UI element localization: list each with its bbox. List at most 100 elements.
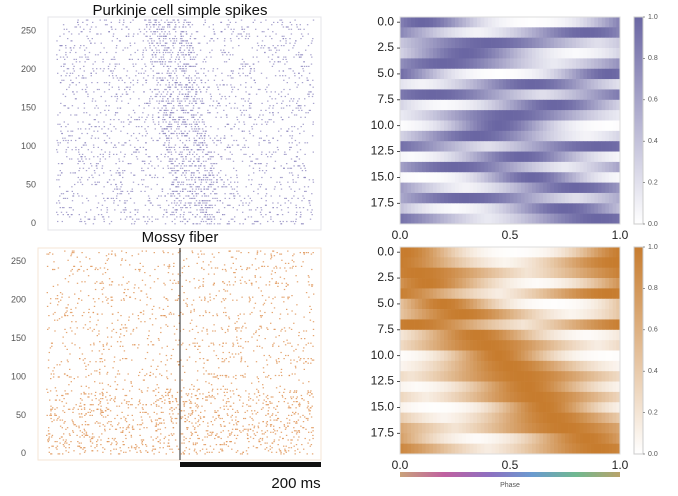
spike-mark [198,345,200,347]
spike-mark [200,146,202,148]
spike-mark [138,388,141,390]
spike-mark [129,58,131,60]
spike-mark [267,220,269,223]
spike-mark [168,31,170,33]
spike-mark [101,204,104,206]
spike-mark [277,21,279,23]
spike-mark [169,121,171,123]
spike-mark [150,419,152,421]
spike-mark [213,181,215,183]
spike-mark [168,47,170,49]
spike-mark [81,56,83,58]
spike-mark [309,204,311,206]
spike-mark [114,114,116,116]
spike-mark [86,86,88,88]
spike-mark [62,193,65,195]
spike-mark [161,26,164,28]
spike-mark [169,401,171,403]
spike-mark [104,200,106,202]
spike-mark [311,453,314,455]
spike-mark [250,160,252,162]
spike-mark [47,328,49,330]
spike-mark [157,365,159,367]
spike-mark [261,439,264,441]
spike-mark [61,419,64,421]
spike-mark [200,220,202,223]
spike-mark [62,93,64,95]
spike-mark [90,75,92,77]
spike-mark [121,431,124,433]
spike-mark [94,370,96,372]
spike-mark [260,109,262,111]
spike-mark [120,190,122,192]
spike-mark [197,126,200,128]
spike-mark [241,296,243,298]
spike-mark [195,121,198,123]
spike-mark [196,72,198,74]
spike-mark [290,442,292,444]
spike-mark [112,70,114,72]
spike-mark [262,384,264,386]
spike-mark [190,88,193,91]
spike-mark [168,151,170,153]
spike-mark [94,394,96,397]
spike-mark [186,298,188,300]
spike-mark [158,77,160,79]
spike-mark [103,220,105,223]
spike-mark [80,31,82,33]
spike-mark [205,399,207,401]
spike-mark [204,142,206,144]
spike-mark [229,146,231,148]
spike-mark [221,374,224,377]
spike-mark [155,437,157,440]
spike-mark [187,63,189,65]
spike-mark [183,160,185,162]
spike-mark [114,28,117,30]
spike-mark [311,285,313,287]
spike-mark [240,63,242,65]
spike-mark [70,79,72,81]
spike-mark [61,394,63,397]
spike-mark [163,112,165,114]
spike-mark [180,165,182,167]
spike-mark [93,410,95,412]
spike-mark [184,188,186,190]
spike-mark [89,414,91,416]
spike-mark [216,84,218,86]
spike-mark [133,202,136,204]
spike-mark [261,433,264,435]
spike-mark [188,123,191,125]
spike-mark [171,214,173,216]
spike-mark [135,407,137,409]
spike-mark [175,68,177,70]
spike-mark [97,214,100,216]
spike-mark [298,105,300,107]
spike-mark [174,144,177,146]
spike-mark [170,172,172,174]
spike-mark [69,84,71,86]
spike-mark [88,374,90,377]
spike-mark [102,398,104,400]
spike-mark [188,160,190,162]
spike-mark [138,374,140,377]
spike-mark [176,128,178,130]
spike-mark [221,179,223,181]
spike-mark [294,75,296,77]
spike-mark [90,393,93,395]
spike-mark [251,417,253,420]
spike-mark [137,58,139,60]
spike-mark [295,207,298,209]
spike-mark [102,282,104,284]
spike-mark [232,408,234,410]
spike-mark [214,419,216,421]
spike-mark [195,186,197,188]
spike-mark [229,204,231,206]
spike-mark [263,302,266,304]
spike-mark [49,414,51,416]
spike-mark [304,338,306,340]
spike-mark [201,209,203,211]
spike-mark [154,21,156,23]
spike-mark [94,172,96,174]
spike-mark [173,107,175,109]
spike-mark [174,170,176,172]
